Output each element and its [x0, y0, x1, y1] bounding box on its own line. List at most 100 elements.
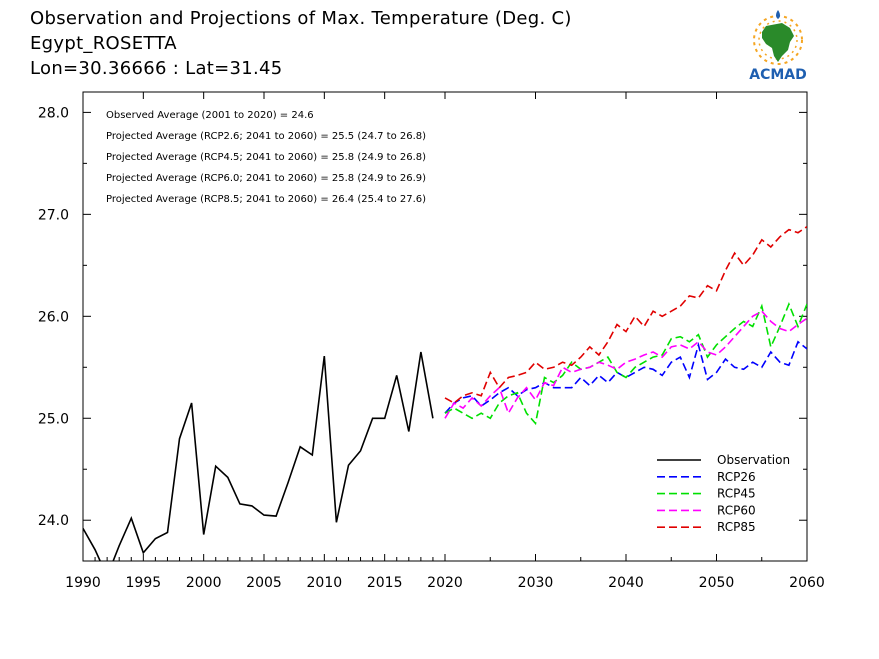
data-point-rcp85: [643, 326, 645, 328]
data-point-rcp60: [661, 356, 663, 358]
data-point-rcp45: [797, 326, 799, 328]
data-point-rcp85: [707, 285, 709, 287]
data-point-rcp60: [680, 344, 682, 346]
data-point-rcp45: [716, 344, 718, 346]
data-point-rcp45: [779, 326, 781, 328]
water-drop-icon: [776, 10, 780, 19]
data-point-observation: [299, 446, 301, 448]
data-point-observation: [336, 521, 338, 523]
x-tick-label: 2020: [427, 575, 463, 591]
data-point-rcp45: [499, 402, 501, 404]
data-point-rcp85: [444, 397, 446, 399]
x-tick-label: 2010: [307, 575, 343, 591]
data-point-rcp26: [761, 366, 763, 368]
data-point-rcp45: [625, 377, 627, 379]
y-tick-label: 27.0: [38, 207, 69, 223]
data-point-rcp45: [806, 303, 808, 305]
data-point-rcp85: [734, 252, 736, 254]
data-point-rcp45: [652, 356, 654, 358]
data-point-rcp26: [499, 392, 501, 394]
data-point-rcp45: [698, 334, 700, 336]
data-point-rcp26: [725, 358, 727, 360]
data-point-observation: [215, 465, 217, 467]
data-point-rcp45: [634, 366, 636, 368]
data-point-rcp85: [698, 297, 700, 299]
data-point-rcp26: [589, 385, 591, 387]
data-point-rcp60: [544, 382, 546, 384]
data-point-observation: [408, 431, 410, 433]
data-point-rcp85: [562, 361, 564, 363]
data-point-rcp85: [770, 246, 772, 248]
data-point-observation: [372, 417, 374, 419]
data-point-rcp60: [517, 397, 519, 399]
data-point-rcp45: [680, 336, 682, 338]
data-point-rcp26: [743, 369, 745, 371]
data-point-observation: [203, 534, 205, 536]
data-point-rcp45: [752, 326, 754, 328]
data-point-rcp60: [743, 326, 745, 328]
logo-text: ACMAD: [749, 67, 807, 83]
data-point-observation: [396, 375, 398, 377]
data-point-rcp60: [489, 395, 491, 397]
data-point-rcp45: [480, 412, 482, 414]
data-point-rcp60: [571, 372, 573, 374]
x-tick-label: 1995: [126, 575, 162, 591]
data-point-rcp85: [480, 395, 482, 397]
data-point-rcp60: [761, 310, 763, 312]
data-point-rcp45: [571, 361, 573, 363]
data-point-rcp45: [444, 412, 446, 414]
data-point-rcp45: [462, 412, 464, 414]
data-point-rcp60: [689, 348, 691, 350]
data-point-observation: [143, 552, 145, 554]
chart-title: Observation and Projections of Max. Temp…: [30, 8, 572, 29]
data-point-rcp85: [743, 265, 745, 267]
y-tick-label: 24.0: [38, 513, 69, 529]
data-point-rcp85: [453, 402, 455, 404]
data-point-rcp45: [670, 338, 672, 340]
data-point-rcp45: [517, 392, 519, 394]
data-point-rcp45: [471, 417, 473, 419]
data-point-rcp45: [544, 377, 546, 379]
africa-map-logo-icon: ACMAD: [749, 10, 807, 83]
data-point-rcp26: [598, 375, 600, 377]
station-name: Egypt_ROSETTA: [30, 33, 177, 54]
data-point-rcp45: [489, 417, 491, 419]
data-point-observation: [263, 514, 265, 516]
data-point-rcp26: [634, 372, 636, 374]
data-point-rcp60: [752, 316, 754, 318]
legend-label: RCP85: [717, 520, 756, 534]
data-point-rcp85: [616, 324, 618, 326]
data-point-rcp26: [689, 377, 691, 379]
data-point-rcp85: [589, 346, 591, 348]
data-point-rcp60: [652, 351, 654, 353]
data-point-observation: [360, 450, 362, 452]
data-point-observation: [94, 549, 96, 551]
data-point-rcp85: [725, 270, 727, 272]
data-point-rcp85: [670, 310, 672, 312]
series-line-rcp85: [444, 225, 807, 404]
data-point-rcp26: [580, 377, 582, 379]
series-line-observation: [83, 351, 434, 561]
data-point-rcp85: [797, 232, 799, 234]
data-point-observation: [179, 438, 181, 440]
data-point-rcp85: [788, 229, 790, 231]
legend-label: RCP45: [717, 487, 756, 501]
data-point-rcp60: [643, 354, 645, 356]
x-tick-label: 2060: [789, 575, 825, 591]
data-point-rcp60: [725, 346, 727, 348]
data-point-rcp85: [489, 372, 491, 374]
data-point-rcp45: [526, 412, 528, 414]
data-point-rcp85: [580, 356, 582, 358]
data-point-observation: [155, 538, 157, 540]
data-point-rcp60: [670, 346, 672, 348]
data-point-rcp45: [761, 305, 763, 307]
data-point-rcp60: [580, 369, 582, 371]
data-point-rcp26: [508, 387, 510, 389]
stats-annotation: Projected Average (RCP2.6; 2041 to 2060)…: [106, 131, 426, 142]
data-point-rcp60: [734, 336, 736, 338]
data-point-rcp26: [797, 341, 799, 343]
data-point-rcp45: [607, 356, 609, 358]
data-point-rcp85: [535, 361, 537, 363]
data-point-rcp60: [462, 407, 464, 409]
